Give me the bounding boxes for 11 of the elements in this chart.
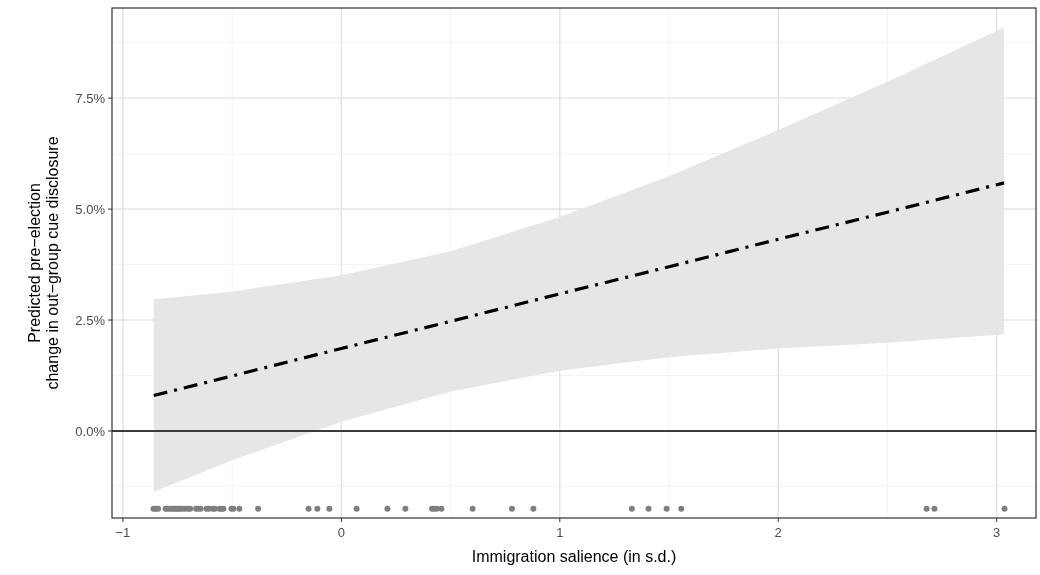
y-tick-label: 7.5% xyxy=(75,90,106,106)
x-tick-label: −1 xyxy=(115,525,131,540)
y-tick-label: 2.5% xyxy=(75,312,106,328)
x-tick-label: 2 xyxy=(774,525,782,540)
y-tick-label: 5.0% xyxy=(75,201,106,217)
x-tick-label: 3 xyxy=(993,525,1001,540)
y-tick-label: 0.0% xyxy=(75,423,106,439)
x-tick-label: 0 xyxy=(337,525,345,540)
x-tick-label: 1 xyxy=(556,525,564,540)
y-axis-title: Predicted pre−election change in out−group cue disclosure xyxy=(26,136,62,390)
x-axis-title: Immigration salience (in s.d.) xyxy=(471,548,677,565)
